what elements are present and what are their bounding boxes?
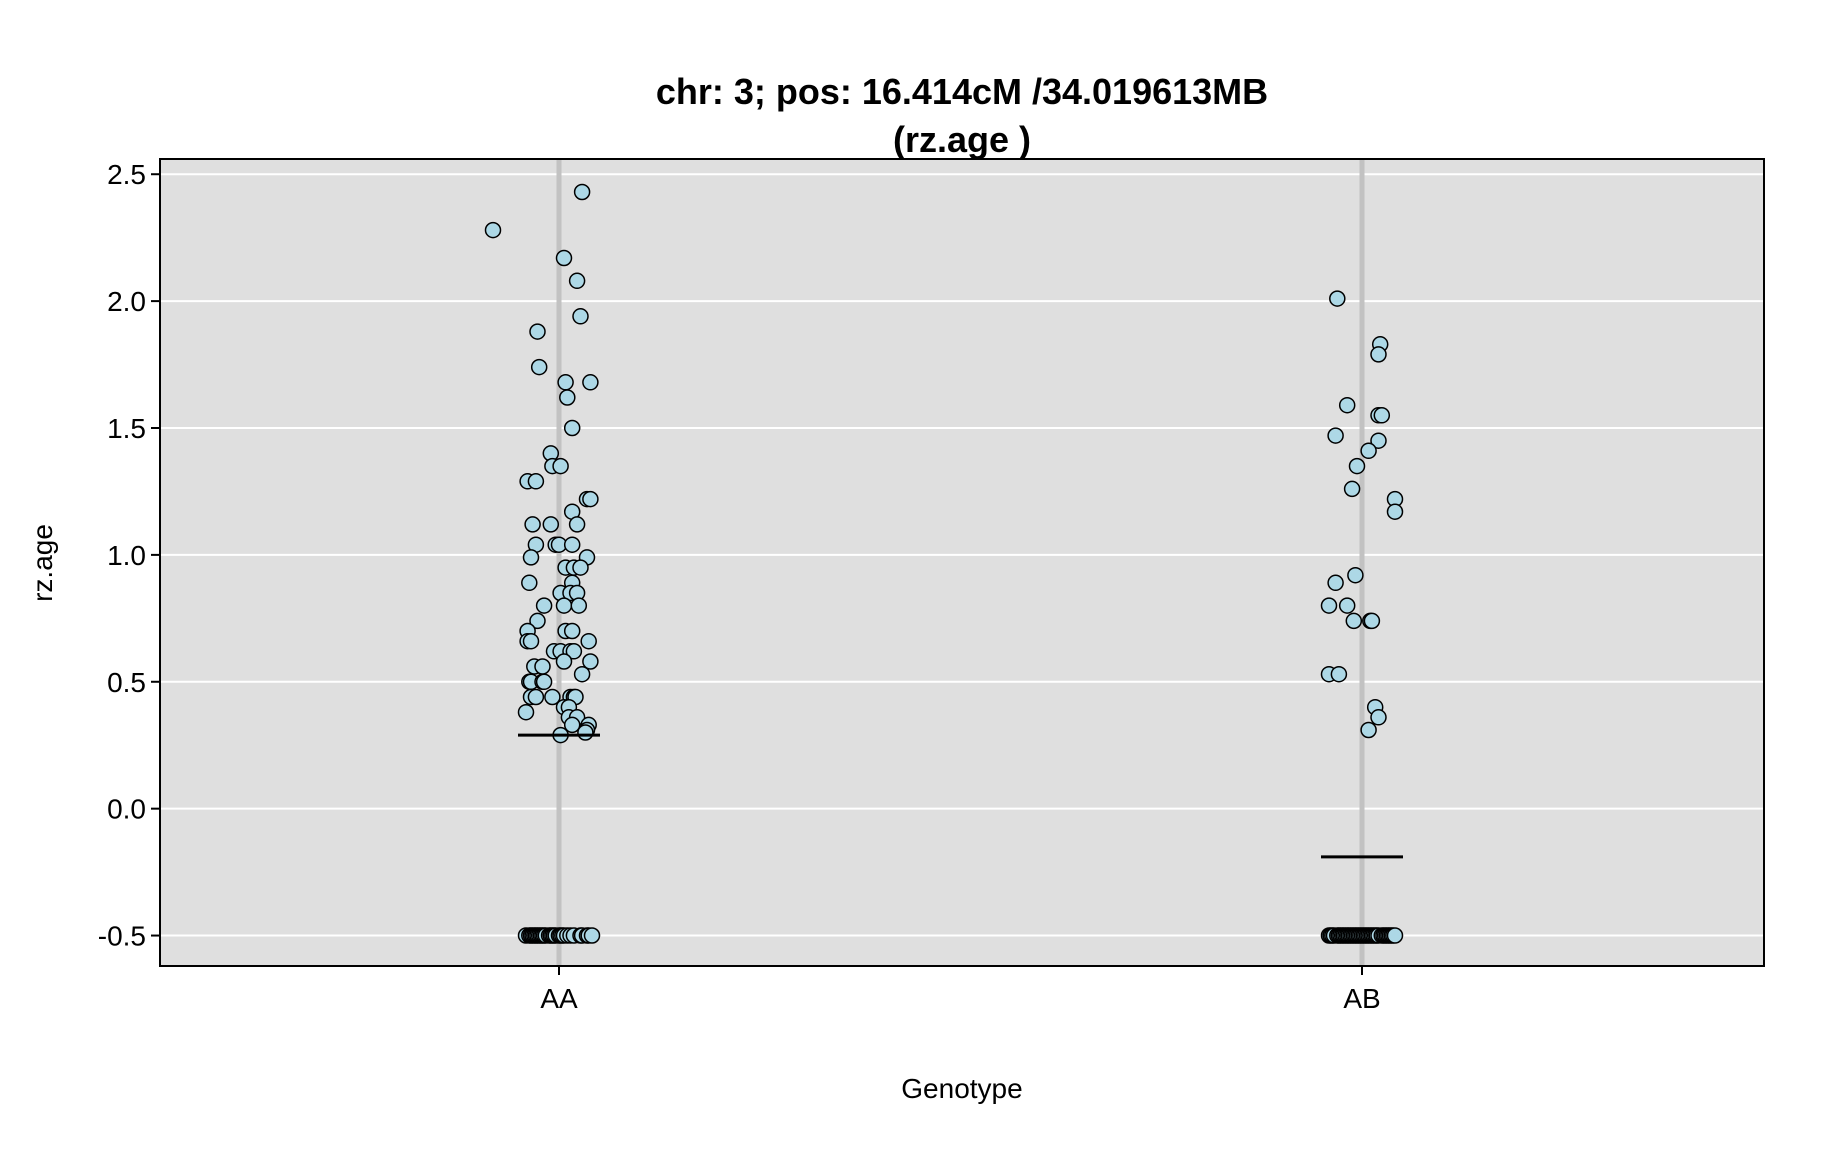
plot-border bbox=[159, 158, 1765, 967]
data-point-ab bbox=[1386, 927, 1404, 944]
data-point-aa bbox=[527, 473, 545, 490]
data-point-aa bbox=[563, 716, 581, 734]
data-point-ab bbox=[1386, 503, 1404, 520]
data-point-aa bbox=[563, 622, 581, 640]
x-tick-label-aa: AA bbox=[540, 983, 578, 1014]
data-point-aa bbox=[583, 927, 601, 944]
data-point-aa bbox=[535, 673, 553, 691]
data-point-aa bbox=[555, 249, 573, 267]
y-axis-label: rz.age bbox=[27, 524, 58, 602]
data-point-aa bbox=[530, 358, 548, 376]
data-point-ab bbox=[1360, 721, 1377, 739]
data-point-aa bbox=[559, 389, 576, 406]
data-point-aa bbox=[568, 516, 586, 533]
data-point-ab bbox=[1373, 407, 1391, 424]
data-point-aa bbox=[582, 653, 599, 670]
data-point-aa bbox=[555, 597, 573, 614]
data-point-aa bbox=[544, 688, 561, 706]
grid-lines bbox=[160, 173, 1764, 937]
data-point-ab bbox=[1320, 597, 1338, 614]
data-point-aa bbox=[573, 183, 591, 201]
data-point-aa bbox=[565, 643, 583, 660]
y-tick-label: 2.5 bbox=[107, 159, 146, 190]
y-tick-label: 0.5 bbox=[107, 667, 146, 698]
data-point-aa bbox=[535, 597, 553, 614]
data-point-ab bbox=[1330, 665, 1348, 683]
data-point-aa bbox=[524, 516, 541, 533]
data-point-ab bbox=[1329, 290, 1346, 307]
x-axis-ticks: AA AB bbox=[540, 966, 1381, 1014]
data-point-ab bbox=[1370, 346, 1387, 363]
data-point-aa bbox=[577, 724, 594, 741]
data-point-aa bbox=[522, 549, 540, 566]
y-tick-label: 1.5 bbox=[107, 413, 146, 444]
data-point-aa bbox=[580, 632, 597, 650]
y-tick-label: 2.0 bbox=[107, 286, 146, 317]
category-lines bbox=[556, 159, 1365, 966]
data-point-aa bbox=[522, 632, 540, 650]
data-point-aa bbox=[563, 536, 581, 553]
data-point-ab bbox=[1347, 566, 1364, 584]
data-point-ab bbox=[1343, 480, 1361, 498]
data-point-aa bbox=[563, 419, 581, 437]
data-points bbox=[484, 183, 1404, 944]
y-tick-label: 0.0 bbox=[107, 794, 146, 825]
data-point-aa bbox=[582, 374, 599, 391]
data-point-aa bbox=[572, 559, 589, 576]
data-point-ab bbox=[1327, 427, 1344, 444]
y-tick-label: -0.5 bbox=[98, 921, 146, 952]
data-point-aa bbox=[555, 653, 573, 670]
x-axis-label: Genotype bbox=[901, 1073, 1022, 1104]
data-point-aa bbox=[573, 665, 591, 683]
data-point-ab bbox=[1363, 612, 1381, 630]
data-point-aa bbox=[542, 516, 560, 533]
data-point-ab bbox=[1338, 597, 1356, 614]
data-point-aa bbox=[534, 658, 551, 675]
data-point-aa bbox=[557, 374, 574, 391]
data-point-aa bbox=[527, 688, 545, 706]
data-point-aa bbox=[570, 597, 588, 614]
data-point-ab bbox=[1338, 396, 1356, 414]
y-tick-label: 1.0 bbox=[107, 540, 146, 571]
data-point-aa bbox=[521, 574, 538, 592]
data-point-ab bbox=[1348, 457, 1366, 475]
y-axis-ticks: -0.5 0.0 0.5 1.0 1.5 2.0 2.5 bbox=[98, 159, 160, 952]
data-point-aa bbox=[529, 612, 546, 630]
data-point-ab bbox=[1327, 574, 1344, 592]
data-point-aa bbox=[568, 272, 586, 290]
chart-title-line-2: (rz.age ) bbox=[893, 119, 1031, 160]
data-point-ab bbox=[1370, 432, 1387, 449]
data-point-ab bbox=[1370, 709, 1387, 726]
data-point-aa bbox=[582, 490, 599, 508]
data-point-aa bbox=[552, 457, 569, 475]
data-point-aa bbox=[572, 308, 589, 325]
data-point-ab bbox=[1345, 612, 1363, 630]
mean-lines bbox=[518, 733, 1403, 859]
data-point-aa bbox=[529, 323, 546, 340]
chart-title: chr: 3; pos: 16.414cM /34.019613MB (rz.ag… bbox=[656, 71, 1268, 160]
data-point-aa bbox=[517, 703, 535, 721]
data-point-aa bbox=[484, 221, 502, 239]
plot-panel bbox=[160, 159, 1764, 966]
data-point-ab bbox=[1360, 442, 1377, 460]
chart-title-line-1: chr: 3; pos: 16.414cM /34.019613MB bbox=[656, 71, 1268, 112]
x-tick-label-ab: AB bbox=[1343, 983, 1380, 1014]
